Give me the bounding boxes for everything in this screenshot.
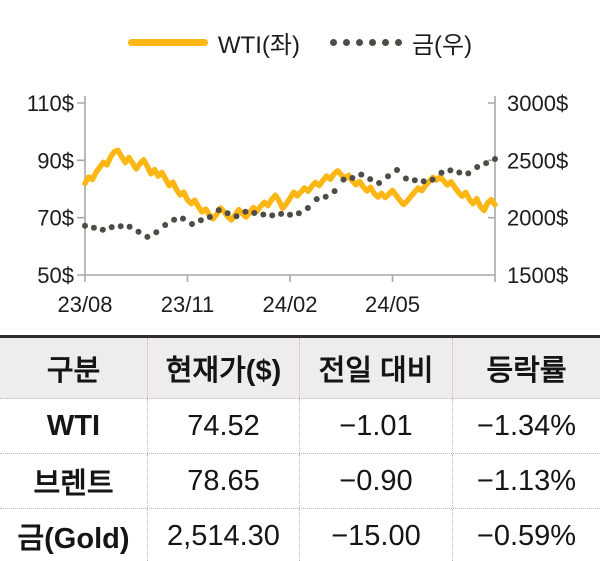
chart-axes [77,96,496,282]
row-value: −1.13% [476,464,577,497]
chart-legend: WTI(좌) 금(우) [0,24,600,60]
table-body: WTI 74.52 −1.01 −1.34% 브렌트 78.65 −0.90 −1.13% 금(… [0,399,600,561]
row-value: −1.01 [300,399,453,453]
row-label: 브렌트 [0,454,148,508]
row-value: 78.65 [148,454,300,508]
right-axis-label: 2000$ [507,206,568,231]
gold-series-dots [82,156,498,240]
price-chart: 110$ 90$ 70$ 50$ 3000$ 2500$ 2000$ 1500$ 23/08 23… [27,91,569,317]
right-axis-label: 1500$ [507,263,568,288]
table-header-cell: 구분 [0,338,148,398]
x-axis-label: 23/11 [161,292,214,317]
row-label: WTI [0,399,148,453]
row-value: 74.52 [148,399,300,453]
wti-line-swatch-icon [127,38,208,46]
legend-label-wti: WTI(좌) [217,31,300,59]
left-axis-label: 70$ [37,206,74,231]
left-axis-label: 90$ [37,148,74,173]
row-value: −1.34% [476,409,577,442]
row-label: 금(Gold) [0,509,148,561]
legend-label-gold: 금(우) [411,31,473,59]
right-axis-label: 2500$ [507,148,568,173]
row-value: −0.90 [300,454,453,508]
table-row: 금(Gold) 2,514.30 −15.00 −0.59% [0,508,600,561]
left-axis-label: 110$ [27,91,74,116]
table-row: 브렌트 78.65 −0.90 −1.13% [0,453,600,508]
gold-dots-swatch-icon [329,38,402,46]
row-value: −0.59% [476,519,577,552]
price-table: 구분 현재가($) 전일 대비 등락률 WTI 74.52 −1.01 −1.34% 브렌트 7… [0,335,600,561]
table-header-cell: 현재가($) [148,338,300,398]
wti-series-line [82,147,498,223]
x-axis-label: 23/08 [57,292,112,317]
legend-item-gold: 금(우) [329,25,473,60]
table-row: WTI 74.52 −1.01 −1.34% [0,399,600,453]
table-header-cell: 등락률 [486,355,567,387]
legend-item-wti: WTI(좌) [127,25,300,60]
table-header-cell: 전일 대비 [300,338,453,398]
x-axis-label: 24/02 [262,292,317,317]
right-axis-label: 3000$ [507,91,568,116]
row-value: 2,514.30 [148,509,300,561]
x-axis-label: 24/05 [365,292,420,317]
table-header-row: 구분 현재가($) 전일 대비 등락률 [0,338,600,399]
left-axis-label: 50$ [37,263,74,288]
row-value: −15.00 [300,509,453,561]
